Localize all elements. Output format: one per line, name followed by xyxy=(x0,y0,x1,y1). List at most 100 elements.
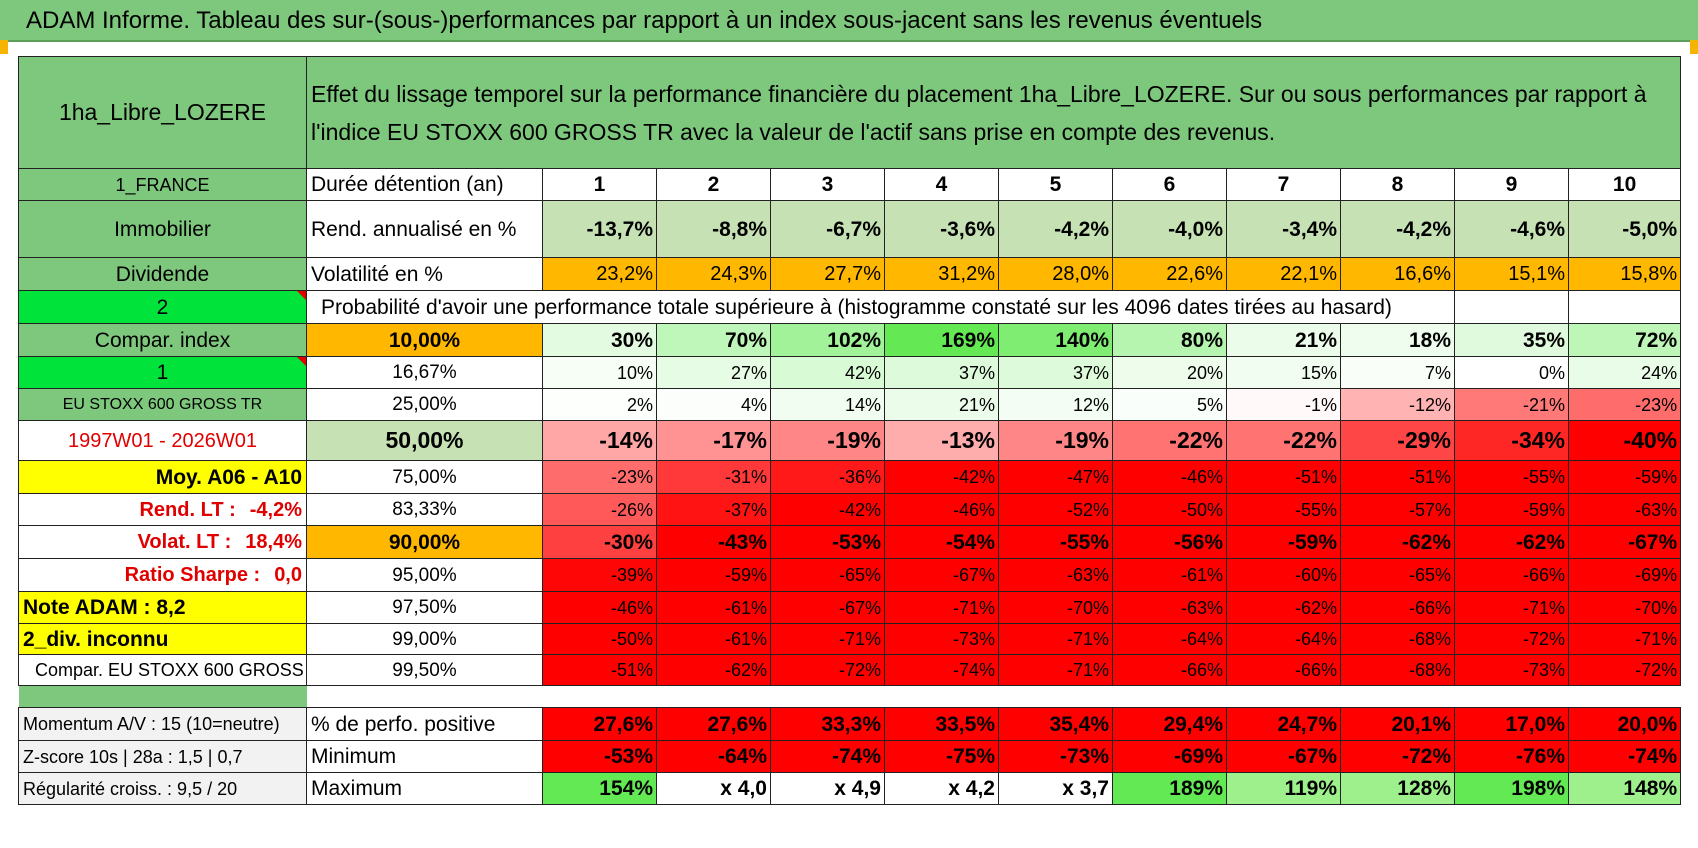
compar-full-cell: Compar. EU STOXX 600 GROSS TR xyxy=(18,654,307,686)
quantile-value: -13% xyxy=(884,420,999,461)
quantile-value: -72% xyxy=(770,654,885,686)
return-value: -3,6% xyxy=(884,200,999,258)
report-title: ADAM Informe. Tableau des sur-(sous-)per… xyxy=(26,7,1263,34)
volatility-label: Volatilité en % xyxy=(306,257,543,291)
quantile-value: -40% xyxy=(1567,420,1682,461)
spacer-green-cell xyxy=(18,685,307,708)
quantile-value: -71% xyxy=(1567,623,1682,655)
quantile-label: 75,00% xyxy=(306,460,543,494)
quantile-value: -68% xyxy=(1340,654,1455,686)
stat-value: 29,4% xyxy=(1112,707,1227,741)
quantile-value: -34% xyxy=(1454,420,1569,461)
quantile-value: -43% xyxy=(656,525,771,559)
return-value: -13,7% xyxy=(542,200,657,258)
year-header: 8 xyxy=(1340,168,1455,201)
quantile-value: 24% xyxy=(1567,356,1682,389)
quantile-value: -65% xyxy=(1340,558,1455,592)
spacer-cell xyxy=(306,685,1681,708)
quantile-value: -61% xyxy=(656,623,771,655)
return-label: Rend. annualisé en % xyxy=(306,200,543,258)
year-header: 5 xyxy=(998,168,1113,201)
quantile-value: -46% xyxy=(1112,460,1227,494)
quantile-value: 140% xyxy=(998,323,1113,357)
quantile-row: Volat. LT :18,4% 90,00% -30% -43% -53% -54% -5… xyxy=(18,525,1682,559)
quantile-value: -52% xyxy=(998,493,1113,526)
quantile-value: -62% xyxy=(1454,525,1569,559)
quantile-value: -55% xyxy=(1226,493,1341,526)
minimum-label: Minimum xyxy=(306,740,543,773)
volatility-value: 15,8% xyxy=(1567,257,1682,291)
quantile-value: -63% xyxy=(1567,493,1682,526)
quantile-row: EU STOXX 600 GROSS TR 25,00% 2% 4% 14% 21% 12%… xyxy=(18,388,1682,421)
quantile-value: -67% xyxy=(1567,525,1682,559)
stat-value: 20,0% xyxy=(1567,707,1682,741)
stat-value: -72% xyxy=(1340,740,1455,773)
quantile-value: -55% xyxy=(998,525,1113,559)
stat-value: -73% xyxy=(998,740,1113,773)
stat-value: -64% xyxy=(656,740,771,773)
stat-value: 148% xyxy=(1567,772,1682,805)
spacer-row xyxy=(18,685,1681,708)
stat-value: 128% xyxy=(1340,772,1455,805)
quantile-value: 18% xyxy=(1340,323,1455,357)
corner-marker-right xyxy=(1690,40,1698,54)
quantile-value: -17% xyxy=(656,420,771,461)
quantile-value: -19% xyxy=(770,420,885,461)
index-code-1-cell: 2 xyxy=(18,290,307,324)
duration-label: Durée détention (an) xyxy=(306,168,543,201)
stat-value: 189% xyxy=(1112,772,1227,805)
quantile-value: -56% xyxy=(1112,525,1227,559)
quantile-value: 0% xyxy=(1454,356,1569,389)
quantile-value: -64% xyxy=(1112,623,1227,655)
year-header: 10 xyxy=(1567,168,1682,201)
volatility-value: 24,3% xyxy=(656,257,771,291)
note-adam-cell: Note ADAM : 8,2 xyxy=(18,591,307,624)
quantile-value: 42% xyxy=(770,356,885,389)
stat-value: 35,4% xyxy=(998,707,1113,741)
volatility-value: 22,6% xyxy=(1112,257,1227,291)
quantile-label: 90,00% xyxy=(306,525,543,559)
quantile-value: -50% xyxy=(542,623,657,655)
quantile-value: -51% xyxy=(1340,460,1455,494)
quantile-value: 37% xyxy=(884,356,999,389)
quantile-value: -39% xyxy=(542,558,657,592)
quantile-value: -59% xyxy=(1567,460,1682,494)
country-cell: 1_FRANCE xyxy=(18,168,307,201)
zscore-cell: Z-score 10s | 28a : 1,5 | 0,7 xyxy=(18,740,307,773)
quantile-value: -26% xyxy=(542,493,657,526)
quantile-label: 95,00% xyxy=(306,558,543,592)
quantile-label: 97,50% xyxy=(306,591,543,624)
quantile-row: 2_div. inconnu 99,00% -50% -61% -71% -73% -71%… xyxy=(18,623,1682,655)
volatility-row: Dividende Volatilité en % 23,2% 24,3% 27,7… xyxy=(18,257,1682,291)
stat-value: x 3,7 xyxy=(998,772,1113,805)
sharpe-value: 0,0 xyxy=(274,564,302,586)
corner-marker-left xyxy=(0,40,8,54)
quantile-value: 20% xyxy=(1112,356,1227,389)
fund-name-cell: 1ha_Libre_LOZERE xyxy=(18,56,307,169)
positive-perf-label: % de perfo. positive xyxy=(306,707,543,741)
quantile-value: -71% xyxy=(884,591,999,624)
regularite-cell: Régularité croiss. : 9,5 / 20 xyxy=(18,772,307,805)
quantile-value: -63% xyxy=(1112,591,1227,624)
quantile-value: -71% xyxy=(770,623,885,655)
quantile-value: -36% xyxy=(770,460,885,494)
quantile-value: 27% xyxy=(656,356,771,389)
quantile-row: Ratio Sharpe :0,0 95,00% -39% -59% -65% -67% -… xyxy=(18,558,1682,592)
quantile-value: -70% xyxy=(1567,591,1682,624)
quantile-value: 70% xyxy=(656,323,771,357)
quantile-value: -59% xyxy=(1226,525,1341,559)
quantile-value: -59% xyxy=(1454,493,1569,526)
quantile-value: -74% xyxy=(884,654,999,686)
momentum-cell: Momentum A/V : 15 (10=neutre) xyxy=(18,707,307,741)
quantile-value: -22% xyxy=(1112,420,1227,461)
quantile-row: 1 16,67% 10% 27% 42% 37% 37% 20% 15% 7% 0% 24% xyxy=(18,356,1682,389)
volatility-value: 15,1% xyxy=(1454,257,1569,291)
quantile-label: 25,00% xyxy=(306,388,543,421)
year-header: 2 xyxy=(656,168,771,201)
year-header: 3 xyxy=(770,168,885,201)
stat-value: 27,6% xyxy=(656,707,771,741)
quantile-value: -19% xyxy=(998,420,1113,461)
quantile-value: -63% xyxy=(998,558,1113,592)
quantile-label: 10,00% xyxy=(306,323,543,357)
stat-value: 24,7% xyxy=(1226,707,1341,741)
